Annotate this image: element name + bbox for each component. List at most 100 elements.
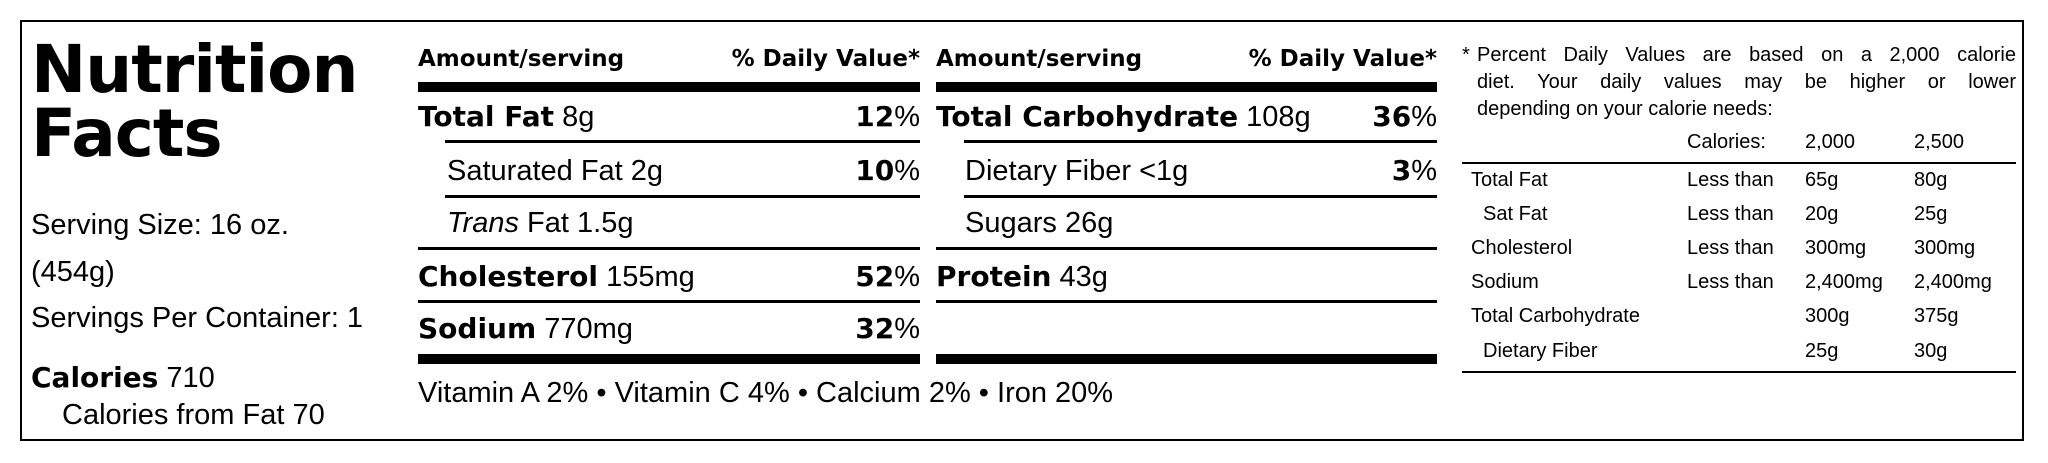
right-row-dietary-fiber: Dietary Fiber <1g [965,154,1188,188]
left-row-saturated-fat-pct: 10% [800,154,920,188]
footnote-row-2500: 25g [1914,203,1948,225]
serving-size: Serving Size: 16 oz. [31,209,289,241]
pct-unit: % [1411,101,1437,133]
title-line-2: Facts [31,95,223,172]
left-row-sodium-pct: 32% [800,312,920,346]
nutrient-name: Dietary Fiber [965,155,1131,187]
nutrient-amount: 8g [562,101,595,133]
nutrient-amount: 1.5g [577,207,634,239]
nutrient-amount: 108g [1246,101,1311,133]
footnote-row-2000: 25g [1805,340,1839,362]
footnote-bottom-divider [1462,371,2016,373]
right-row-total-carbohydrate-pct: 36% [1317,100,1437,134]
footnote-divider [1462,162,2016,164]
footnote-row-2000: 300g [1805,305,1850,327]
footnote-row-2000: 65g [1805,169,1839,191]
pct-unit: % [894,101,920,133]
footnote-row-name: Total Fat [1471,169,1548,191]
nutrient-name: Total Fat [418,100,555,133]
nutrient-amount: <1g [1139,155,1189,187]
footnote-line-2: diet. Your daily values may be higher or… [1477,71,2016,93]
footnote-row-2000: 300mg [1805,237,1867,259]
divider [445,140,920,143]
vitamins-line: Vitamin A 2% • Vitamin C 4% • Calcium 2%… [418,377,1114,409]
divider [418,300,920,303]
right-row-protein: Protein 43g [936,260,1108,294]
footnote-row-name: Cholesterol [1471,237,1573,259]
footnote-row-name: Sat Fat [1483,203,1548,225]
left-header-amount: Amount/serving [418,46,625,72]
footnote-line-1: Percent Daily Values are based on a 2,00… [1477,44,2016,66]
divider [445,195,920,198]
pct-unit: % [894,261,920,293]
left-row-cholesterol-pct: 52% [800,260,920,294]
pct-unit: % [894,313,920,345]
right-bottom-bar [936,354,1437,364]
calories-from-fat: Calories from Fat 70 [62,399,325,431]
pct-value: 52 [855,260,895,293]
footnote-row-2000: 2,400mg [1805,271,1883,293]
left-row-total-fat: Total Fat 8g [418,100,594,134]
left-row-trans-fat: Trans Fat 1.5g [447,206,633,240]
footnote-star: * [1462,44,1470,66]
calories-label: Calories [31,361,159,394]
nutrient-name-italic: Trans [447,207,519,239]
footnote-header-calories: Calories: [1687,131,1766,153]
divider [936,247,1437,250]
right-row-dietary-fiber-pct: 3% [1317,154,1437,188]
divider [418,247,920,250]
right-header-bar [936,82,1437,92]
nutrient-name: Fat [527,207,569,239]
footnote-row-limit: Less than [1687,271,1774,293]
right-row-sugars: Sugars 26g [965,206,1113,240]
nutrition-label [20,20,2024,441]
servings-per-container: Servings Per Container: 1 [31,302,364,334]
footnote-row-2500: 2,400mg [1914,271,1992,293]
footnote-row-2000: 20g [1805,203,1839,225]
left-row-total-fat-pct: 12% [800,100,920,134]
right-row-total-carbohydrate: Total Carbohydrate 108g [936,100,1311,134]
right-header-dv: % Daily Value* [1248,46,1437,72]
footnote-row-limit: Less than [1687,237,1774,259]
footnote-row-limit: Less than [1687,169,1774,191]
left-row-saturated-fat: Saturated Fat 2g [447,154,663,188]
pct-unit: % [894,155,920,187]
footnote-row-name: Total Carbohydrate [1471,305,1640,327]
nutrient-amount: 155mg [606,261,695,293]
nutrient-name: Saturated Fat [447,155,623,187]
nutrient-name: Total Carbohydrate [936,100,1239,133]
title-line-1: Nutrition [31,31,358,108]
footnote-row-name: Sodium [1471,271,1539,293]
nutrient-amount: 43g [1059,261,1108,293]
nutrient-name: Sodium [418,312,537,345]
calories-line: Calories 710 [31,361,215,395]
left-header-bar [418,82,920,92]
nutrient-amount: 770mg [544,313,633,345]
pct-value: 36 [1372,100,1412,133]
footnote-row-2500: 375g [1914,305,1959,327]
footnote-row-2500: 30g [1914,340,1948,362]
divider [964,140,1437,143]
left-row-sodium: Sodium 770mg [418,312,633,346]
pct-value: 12 [855,100,895,133]
left-header-dv: % Daily Value* [731,46,920,72]
nutrient-name: Cholesterol [418,260,598,293]
serving-size-grams: (454g) [31,256,115,288]
footnote-row-name: Dietary Fiber [1483,340,1598,362]
pct-unit: % [1411,155,1437,187]
footnote-line-3: depending on your calorie needs: [1477,98,1773,120]
right-header-amount: Amount/serving [936,46,1143,72]
nutrient-name: Sugars [965,207,1057,239]
footnote-row-2500: 300mg [1914,237,1976,259]
nutrient-name: Protein [936,260,1052,293]
left-row-cholesterol: Cholesterol 155mg [418,260,695,294]
footnote-row-limit: Less than [1687,203,1774,225]
left-bottom-bar [418,354,920,364]
pct-value: 32 [855,312,895,345]
calories-value: 710 [166,362,215,394]
nutrient-amount: 2g [630,155,664,187]
pct-value: 3 [1391,154,1412,187]
footnote-row-2500: 80g [1914,169,1948,191]
nutrient-amount: 26g [1064,207,1114,239]
pct-value: 10 [855,154,895,187]
